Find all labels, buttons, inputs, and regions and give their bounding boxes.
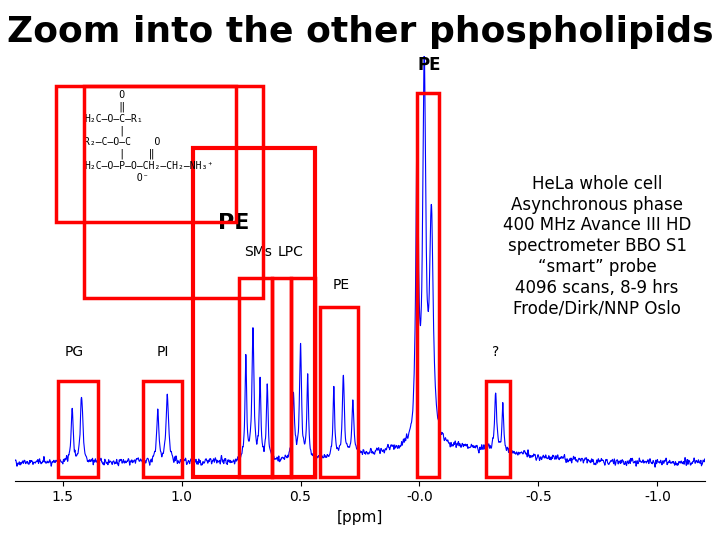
- Bar: [417, 93, 438, 477]
- Title: Zoom into the other phospholipids: Zoom into the other phospholipids: [6, 15, 714, 49]
- Bar: [194, 148, 315, 477]
- Text: PE: PE: [218, 213, 250, 233]
- Bar: [486, 381, 510, 477]
- Bar: [320, 307, 358, 477]
- Bar: [143, 381, 181, 477]
- Text: PE: PE: [333, 278, 349, 292]
- Text: SMs: SMs: [244, 245, 271, 259]
- Text: ?: ?: [492, 345, 499, 359]
- Text: PI: PI: [156, 345, 168, 359]
- Text: O
      ‖
H₂C—O—C—R₁
      |
R₂—C—O—C    O
      |    ‖
H₂C—O—P—O—CH₂—CH₂—NH₃⁺
 : O ‖ H₂C—O—C—R₁ | R₂—C—O—C O | ‖ H₂C—O—P—…: [84, 90, 213, 183]
- Bar: [238, 278, 272, 477]
- Text: LPC: LPC: [278, 245, 304, 259]
- Text: HeLa whole cell
Asynchronous phase
400 MHz Avance III HD
spectrometer BBO S1
“sm: HeLa whole cell Asynchronous phase 400 M…: [503, 175, 691, 318]
- Text: PE: PE: [418, 56, 441, 75]
- X-axis label: [ppm]: [ppm]: [337, 510, 383, 525]
- Text: PG: PG: [65, 345, 84, 359]
- Bar: [272, 278, 291, 477]
- Bar: [58, 381, 98, 477]
- Bar: [291, 278, 315, 477]
